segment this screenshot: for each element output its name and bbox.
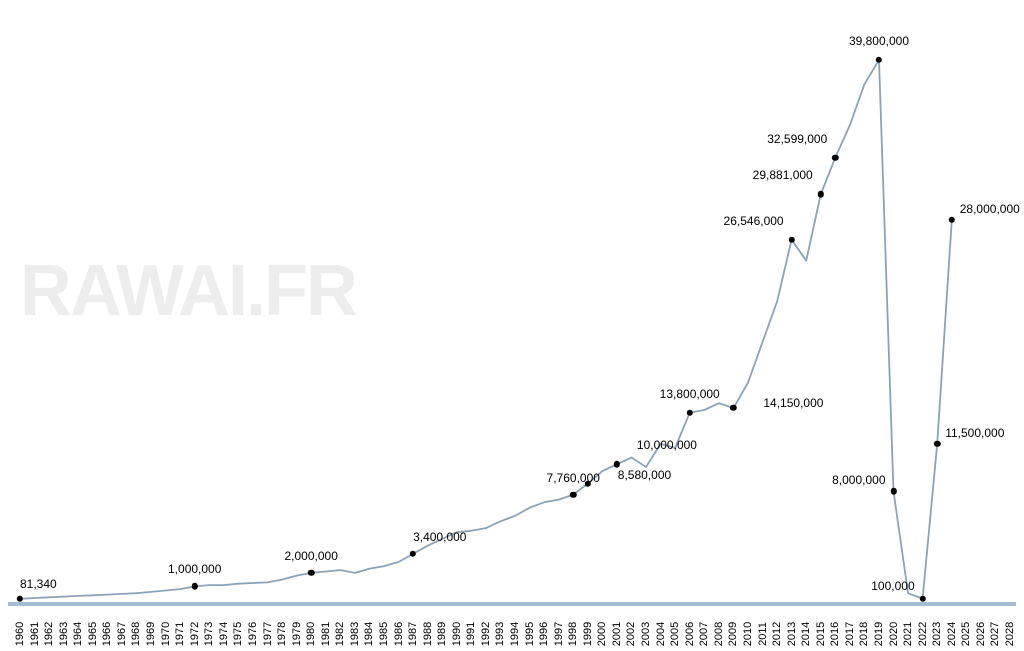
x-tick-label: 2010 [742, 614, 754, 651]
x-tick-label: 1978 [276, 614, 288, 651]
data-label: 2,000,000 [284, 549, 337, 563]
data-label: 100,000 [871, 579, 914, 593]
x-tick-label: 1998 [567, 614, 579, 651]
x-tick-label: 1963 [58, 614, 70, 651]
x-tick-label: 2022 [917, 614, 929, 651]
x-tick-label: 2012 [771, 614, 783, 651]
x-tick-label: 1981 [320, 614, 332, 651]
x-tick-label: 1960 [14, 614, 26, 651]
x-tick-label: 2017 [844, 614, 856, 651]
x-tick-label: 2018 [858, 614, 870, 651]
x-tick-label: 1989 [436, 614, 448, 651]
data-label: 81,340 [20, 577, 57, 591]
x-tick-label: 1997 [553, 614, 565, 651]
x-tick-label: 2000 [596, 614, 608, 651]
x-tick-label: 1980 [305, 614, 317, 651]
data-label: 8,580,000 [618, 468, 671, 482]
x-tick-label: 1965 [87, 614, 99, 651]
x-tick-label: 1994 [509, 614, 521, 651]
x-tick-label: 2020 [888, 614, 900, 651]
x-tick-label: 2025 [960, 614, 972, 651]
x-tick-label: 1976 [247, 614, 259, 651]
x-tick-label: 1970 [160, 614, 172, 651]
x-tick-label: 1992 [480, 614, 492, 651]
x-tick-label: 2027 [989, 614, 1001, 651]
x-tick-label: 1999 [582, 614, 594, 651]
data-label: 11,500,000 [945, 426, 1004, 440]
x-tick-label: 1982 [334, 614, 346, 651]
x-tick-label: 2009 [727, 614, 739, 651]
x-tick-label: 1972 [189, 614, 201, 651]
x-axis-bar [8, 602, 1016, 606]
x-tick-label: 2021 [902, 614, 914, 651]
x-tick-label: 2016 [829, 614, 841, 651]
chart-line-path [0, 0, 1024, 651]
line-chart: RAWAI.FR 1960196119621963196419651966196… [0, 0, 1024, 651]
x-tick-label: 2019 [873, 614, 885, 651]
x-tick-label: 1967 [116, 614, 128, 651]
x-tick-label: 1971 [174, 614, 186, 651]
x-tick-label: 1973 [203, 614, 215, 651]
x-tick-label: 1991 [465, 614, 477, 651]
data-label: 1,000,000 [168, 562, 221, 576]
x-tick-label: 2006 [684, 614, 696, 651]
data-label: 29,881,000 [753, 168, 813, 182]
x-tick-label: 1979 [291, 614, 303, 651]
x-tick-label: 1996 [538, 614, 550, 651]
data-label: 32,599,000 [767, 132, 827, 146]
x-tick-label: 2023 [931, 614, 943, 651]
x-tick-label: 1995 [524, 614, 536, 651]
data-label: 28,000,000 [960, 202, 1020, 216]
x-tick-label: 2014 [800, 614, 812, 651]
x-tick-label: 1986 [393, 614, 405, 651]
x-tick-label: 2007 [698, 614, 710, 651]
x-tick-label: 2015 [815, 614, 827, 651]
x-tick-label: 2001 [611, 614, 623, 651]
data-label: 26,546,000 [724, 214, 784, 228]
data-label: 13,800,000 [660, 387, 720, 401]
x-tick-label: 1975 [232, 614, 244, 651]
x-tick-label: 1988 [422, 614, 434, 651]
x-tick-label: 1985 [378, 614, 390, 651]
x-tick-label: 1969 [145, 614, 157, 651]
x-tick-label: 1968 [130, 614, 142, 651]
x-tick-label: 1964 [72, 614, 84, 651]
x-tick-label: 2028 [1004, 614, 1016, 651]
x-tick-label: 2013 [786, 614, 798, 651]
x-tick-label: 1966 [101, 614, 113, 651]
data-label: 8,000,000 [832, 473, 885, 487]
x-tick-label: 2003 [640, 614, 652, 651]
x-tick-label: 1984 [363, 614, 375, 651]
x-tick-label: 1990 [451, 614, 463, 651]
x-tick-label: 1962 [43, 614, 55, 651]
data-label: 14,150,000 [763, 396, 823, 410]
x-tick-label: 1961 [29, 614, 41, 651]
x-tick-label: 2005 [669, 614, 681, 651]
x-tick-label: 2002 [625, 614, 637, 651]
x-tick-label: 2008 [713, 614, 725, 651]
x-tick-label: 1983 [349, 614, 361, 651]
x-tick-label: 2024 [946, 614, 958, 651]
data-label: 10,000,000 [637, 438, 697, 452]
data-label: 7,760,000 [547, 471, 600, 485]
x-tick-label: 1977 [262, 614, 274, 651]
x-tick-label: 2011 [757, 614, 769, 651]
data-label: 3,400,000 [413, 530, 466, 544]
x-tick-label: 1974 [218, 614, 230, 651]
x-tick-label: 1987 [407, 614, 419, 651]
x-tick-label: 2004 [655, 614, 667, 651]
x-tick-label: 1993 [494, 614, 506, 651]
x-tick-label: 2026 [975, 614, 987, 651]
data-label: 39,800,000 [849, 34, 909, 48]
